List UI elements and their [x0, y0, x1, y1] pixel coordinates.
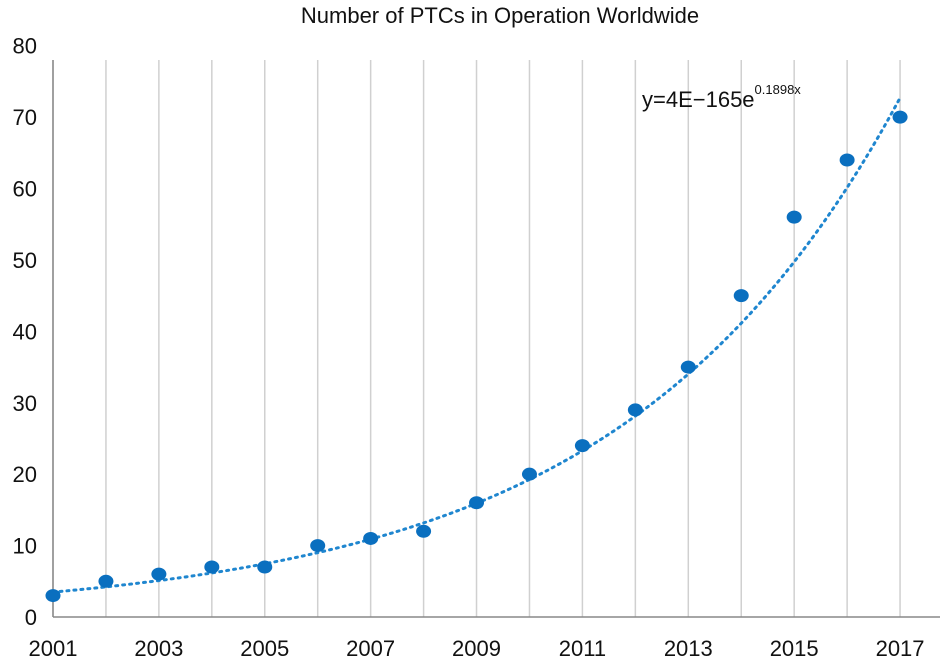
x-tick-labels: 2001 2003 2005 2007 2009 2011 2013 2015 2017	[29, 636, 925, 661]
y-tick-label-30: 30	[13, 391, 37, 416]
data-points	[45, 110, 908, 603]
chart-title: Number of PTCs in Operation Worldwide	[301, 3, 699, 28]
data-point-2015	[786, 210, 802, 224]
x-tick-label-2015: 2015	[770, 636, 819, 661]
x-tick-label-2005: 2005	[240, 636, 289, 661]
y-tick-label-70: 70	[13, 105, 37, 130]
data-point-2012	[627, 403, 643, 417]
y-tick-label-20: 20	[13, 462, 37, 487]
data-point-2008	[416, 524, 432, 538]
axes	[52, 60, 940, 618]
y-tick-label-60: 60	[13, 177, 37, 202]
x-tick-label-2009: 2009	[452, 636, 501, 661]
x-tick-label-2003: 2003	[134, 636, 183, 661]
y-tick-label-50: 50	[13, 248, 37, 273]
grid	[52, 60, 901, 617]
y-tick-labels: 0 10 20 30 40 50 60 70 80	[13, 34, 37, 630]
y-tick-label-40: 40	[13, 319, 37, 344]
data-point-2017	[892, 110, 908, 124]
data-point-2014	[733, 289, 749, 303]
data-point-2013	[680, 360, 696, 374]
x-tick-label-2007: 2007	[346, 636, 395, 661]
data-point-2006	[310, 539, 326, 553]
y-tick-label-10: 10	[13, 534, 37, 559]
data-point-2005	[257, 560, 273, 574]
x-tick-label-2013: 2013	[664, 636, 713, 661]
data-point-2011	[574, 439, 590, 453]
y-tick-label-80: 80	[13, 34, 37, 59]
x-tick-label-2011: 2011	[559, 636, 606, 661]
data-point-2002	[98, 574, 114, 588]
data-point-2003	[151, 567, 167, 581]
trendline-equation-base: y=4E−165e	[642, 87, 755, 112]
y-tick-label-0: 0	[25, 605, 37, 630]
data-point-2007	[363, 531, 379, 545]
data-point-2009	[469, 496, 485, 510]
data-point-2010	[521, 467, 537, 481]
data-point-2001	[45, 589, 61, 603]
data-point-2004	[204, 560, 220, 574]
data-point-2016	[839, 153, 855, 167]
trendline-equation-exponent: 0.1898x	[755, 82, 802, 97]
x-tick-label-2001: 2001	[29, 636, 78, 661]
trendline-equation: y=4E−165e0.1898x	[642, 82, 801, 112]
x-tick-label-2017: 2017	[876, 636, 925, 661]
